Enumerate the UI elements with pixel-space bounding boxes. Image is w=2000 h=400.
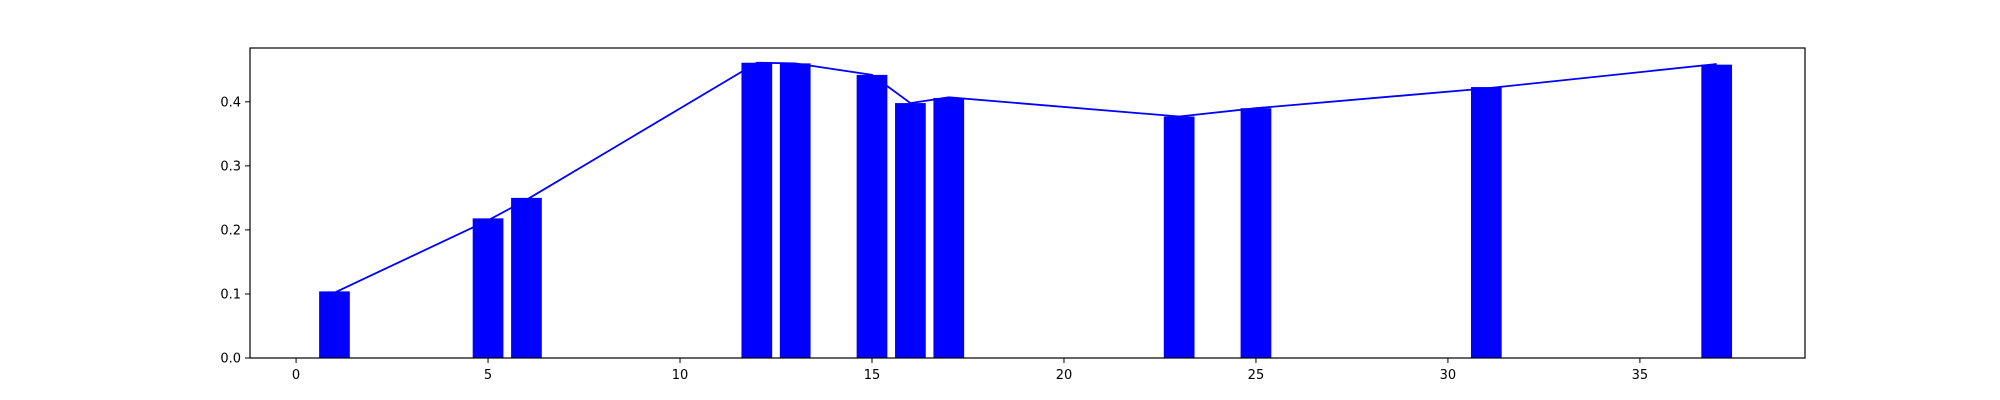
x-tick-label: 5 bbox=[484, 368, 492, 383]
bar bbox=[511, 197, 542, 358]
y-tick-label: 0.4 bbox=[220, 95, 241, 110]
x-tick-label: 0 bbox=[292, 368, 300, 383]
bars-layer bbox=[319, 62, 1733, 359]
x-axis: 0 5 10 15 20 25 30 35 bbox=[292, 358, 1648, 383]
y-tick-label: 0.3 bbox=[220, 159, 241, 174]
x-tick-label: 20 bbox=[1056, 368, 1073, 383]
y-tick-label: 0.0 bbox=[220, 352, 241, 367]
bar bbox=[1701, 64, 1733, 358]
x-tick-label: 15 bbox=[864, 368, 881, 383]
bar bbox=[741, 62, 773, 358]
bar bbox=[895, 103, 926, 358]
bar bbox=[1470, 87, 1502, 358]
series-line bbox=[334, 61, 1717, 294]
bar bbox=[1163, 116, 1195, 359]
x-tick-label: 25 bbox=[1248, 368, 1265, 383]
bar bbox=[472, 218, 504, 358]
bar bbox=[1240, 108, 1272, 359]
bar bbox=[319, 291, 350, 358]
x-tick-label: 30 bbox=[1440, 368, 1457, 383]
x-tick-label: 35 bbox=[1632, 368, 1649, 383]
y-tick-label: 0.1 bbox=[220, 287, 241, 302]
y-axis: 0.0 0.1 0.2 0.3 0.4 bbox=[220, 95, 250, 367]
bar bbox=[856, 74, 888, 359]
y-tick-label: 0.2 bbox=[220, 223, 241, 238]
x-tick-label: 10 bbox=[672, 368, 689, 383]
plot-frame bbox=[249, 47, 1806, 359]
bar bbox=[933, 97, 965, 358]
line-layer bbox=[334, 61, 1717, 294]
bar bbox=[779, 63, 811, 359]
